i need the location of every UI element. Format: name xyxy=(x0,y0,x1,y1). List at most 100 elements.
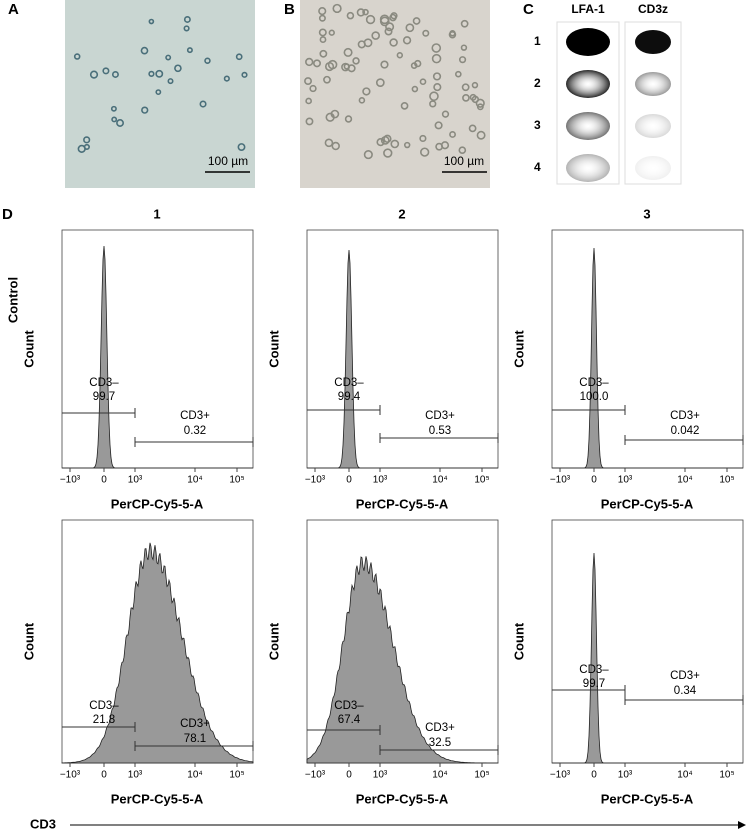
gate-label: CD3+ xyxy=(180,410,210,422)
cell xyxy=(419,134,427,143)
y-axis-title: Count xyxy=(266,622,281,660)
gate-value: 21.8 xyxy=(93,714,115,726)
y-axis-title: Count xyxy=(511,330,526,368)
x-tick-label: −10³ xyxy=(305,475,326,486)
cell xyxy=(389,13,397,22)
cell xyxy=(454,70,462,78)
row-label: 1 xyxy=(534,34,541,48)
y-axis-title: Count xyxy=(21,622,36,660)
dot xyxy=(635,72,671,96)
gate-value: 32.5 xyxy=(429,737,451,749)
cell xyxy=(111,71,119,78)
cell xyxy=(309,84,317,93)
row-label: Control xyxy=(5,277,20,323)
x-tick-label: 0 xyxy=(591,770,597,781)
cell xyxy=(380,60,389,69)
cell xyxy=(352,57,360,65)
cell xyxy=(362,87,371,96)
gate xyxy=(624,695,744,705)
cell xyxy=(429,91,439,102)
cell xyxy=(325,112,335,122)
cell xyxy=(380,135,390,145)
cell xyxy=(411,85,419,93)
cell xyxy=(371,31,380,40)
cell xyxy=(363,150,373,160)
cell xyxy=(448,30,457,39)
x-axis-title: PerCP-Cy5-5-A xyxy=(111,791,204,806)
cell xyxy=(431,43,442,53)
gate xyxy=(379,433,499,443)
cell xyxy=(476,130,486,140)
cell xyxy=(332,3,342,14)
gate xyxy=(307,405,381,415)
cell xyxy=(305,57,314,67)
x-tick-label: 10⁵ xyxy=(229,475,244,486)
panel-label: A xyxy=(8,1,19,18)
cells xyxy=(73,16,248,153)
cell xyxy=(346,11,355,20)
cell xyxy=(469,93,477,101)
cell xyxy=(471,81,479,89)
column-header: 1 xyxy=(153,206,160,221)
cell xyxy=(431,53,442,64)
dot xyxy=(635,30,671,54)
gate-label: CD3– xyxy=(89,377,119,389)
x-tick-label: 10³ xyxy=(373,770,388,781)
cell xyxy=(323,75,331,84)
cell xyxy=(385,22,395,32)
gate-label: CD3– xyxy=(334,700,364,712)
x-tick-label: 0 xyxy=(346,475,352,486)
x-tick-label: 10⁴ xyxy=(432,475,447,486)
cell xyxy=(319,36,327,43)
cell xyxy=(449,131,456,138)
plot-frame xyxy=(61,229,254,469)
histogram xyxy=(62,245,253,469)
cell xyxy=(167,78,174,85)
cell xyxy=(462,94,470,102)
y-axis-title: Count xyxy=(21,330,36,368)
x-tick-label: 10³ xyxy=(618,770,633,781)
cell xyxy=(476,103,484,111)
cell xyxy=(343,63,351,70)
x-tick-label: 10⁴ xyxy=(677,770,692,781)
gate-label: CD3+ xyxy=(425,410,455,422)
x-tick-label: −10³ xyxy=(305,770,326,781)
micrograph xyxy=(300,0,490,188)
dot xyxy=(566,154,610,182)
cell xyxy=(383,134,392,144)
gate-value: 0.042 xyxy=(671,425,700,437)
cell xyxy=(365,14,376,25)
x-tick-label: 10⁵ xyxy=(719,770,734,781)
gate-value: 0.53 xyxy=(429,425,451,437)
cell xyxy=(376,137,385,147)
x-tick-label: 0 xyxy=(101,770,107,781)
gate-value: 0.34 xyxy=(674,685,697,697)
x-axis-title: PerCP-Cy5-5-A xyxy=(356,496,449,511)
cell xyxy=(433,83,442,92)
cell xyxy=(318,14,326,22)
histogram xyxy=(552,552,743,764)
histogram xyxy=(306,556,499,764)
cell xyxy=(435,142,444,151)
gate xyxy=(379,745,499,755)
cell xyxy=(402,36,412,45)
gate xyxy=(307,725,381,735)
cell xyxy=(241,71,248,78)
cell xyxy=(165,54,172,61)
scale-label: 100 µm xyxy=(444,154,484,168)
panel-label: D xyxy=(2,206,13,223)
cell xyxy=(419,78,427,86)
cell xyxy=(116,119,125,127)
footer-label: CD3 xyxy=(30,816,56,831)
x-tick-label: 10³ xyxy=(618,475,633,486)
x-tick-label: 10⁵ xyxy=(229,770,244,781)
cell xyxy=(343,47,353,57)
dot xyxy=(566,112,610,140)
cell xyxy=(389,38,398,47)
gate xyxy=(62,722,136,732)
gate-value: 67.4 xyxy=(338,714,361,726)
column-header: 2 xyxy=(398,206,405,221)
y-axis-title: Count xyxy=(511,622,526,660)
cell xyxy=(460,44,468,51)
